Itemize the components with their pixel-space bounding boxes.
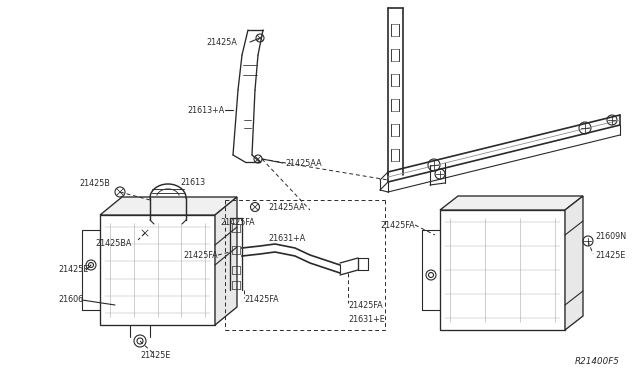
Text: 21425A: 21425A <box>206 38 237 46</box>
Text: 21425FA: 21425FA <box>380 221 415 230</box>
Text: 21425E: 21425E <box>595 251 625 260</box>
Polygon shape <box>100 197 237 215</box>
Text: 21613: 21613 <box>180 177 205 186</box>
Text: R21400F5: R21400F5 <box>575 357 620 366</box>
Polygon shape <box>440 210 565 330</box>
Text: 21631+E: 21631+E <box>348 315 385 324</box>
Text: 21425E: 21425E <box>140 350 170 359</box>
Text: 21425FA: 21425FA <box>348 301 383 310</box>
Text: 21425AA: 21425AA <box>268 202 305 212</box>
Text: 21425E: 21425E <box>58 266 88 275</box>
Polygon shape <box>440 196 583 210</box>
Text: 21613+A: 21613+A <box>188 106 225 115</box>
Polygon shape <box>565 196 583 330</box>
Text: 21425FA: 21425FA <box>220 218 255 227</box>
Text: 21425B: 21425B <box>79 179 110 187</box>
Text: 21425AA: 21425AA <box>285 158 322 167</box>
Text: 21609N: 21609N <box>595 231 626 241</box>
Text: 21425FA: 21425FA <box>184 250 218 260</box>
Polygon shape <box>100 215 215 325</box>
Text: 21425FA: 21425FA <box>244 295 278 305</box>
Polygon shape <box>215 197 237 325</box>
Text: 21425BA: 21425BA <box>95 238 132 247</box>
Text: 21631+A: 21631+A <box>268 234 305 243</box>
Text: 21606: 21606 <box>58 295 83 305</box>
